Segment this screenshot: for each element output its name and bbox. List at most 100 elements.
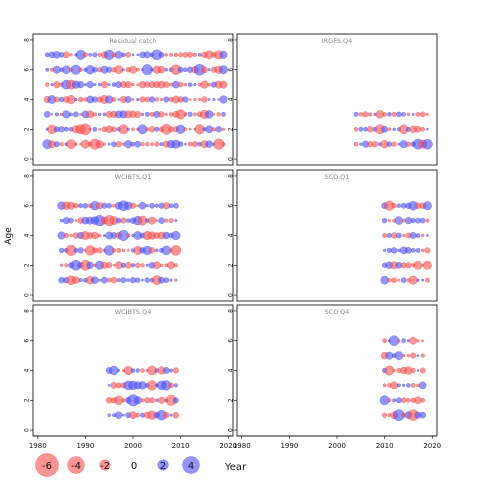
residual-bubble [117,98,121,101]
residual-bubble [72,276,80,284]
y-tick-label: 8 [24,174,31,178]
y-tick-label: 0 [24,157,31,161]
residual-bubble [154,248,159,253]
residual-bubble [425,218,430,223]
residual-bubble [88,127,92,131]
residual-bubble [402,233,406,238]
residual-bubble [421,233,425,238]
residual-bubble [102,112,107,117]
residual-bubble [124,96,132,103]
residual-bubble [122,68,125,72]
residual-bubble [83,83,87,87]
residual-bubble [164,218,169,223]
y-tick-label: 2 [228,127,235,131]
residual-bubble [381,125,389,133]
residual-bubble [359,142,363,146]
residual-bubble [135,262,141,268]
residual-bubble [140,263,145,268]
residual-bubble [205,140,213,148]
residual-bubble [168,203,174,209]
residual-bubble [415,112,421,117]
residual-bubble [396,111,402,118]
residual-bubble [136,97,140,102]
residual-bubble [193,82,197,87]
residual-bubble [140,398,145,403]
residual-bubble [117,369,121,372]
residual-bubble [177,66,184,73]
residual-bubble [422,138,433,150]
residual-bubble [131,127,135,132]
residual-bubble [140,112,145,116]
residual-bubble [148,216,157,225]
residual-bubble [183,82,188,87]
panel: SCO.Q4 0 2 4 6 8 [228,304,438,437]
residual-bubble [125,52,132,58]
residual-bubble [382,112,387,117]
residual-bubble [394,351,404,360]
residual-bubble [211,127,217,132]
residual-bubble [418,381,427,390]
residual-bubble [138,201,147,210]
residual-bubble [391,141,397,147]
residual-bubble [391,111,397,117]
residual-bubble [154,203,159,208]
bubble-layer [57,200,182,286]
residual-bubble [391,203,397,209]
residual-bubble [53,81,61,89]
residual-bubble [97,82,102,87]
residual-bubble [154,97,159,102]
residual-bubble [124,261,132,269]
residual-bubble [107,83,111,87]
residual-bubble [410,218,416,224]
residual-bubble [173,263,178,268]
residual-bubble [131,98,135,101]
residual-bubble [86,110,95,119]
residual-bubble [148,126,156,133]
x-tick-label: 2010 [376,442,394,450]
residual-bubble [425,112,430,116]
legend-bubble [67,456,85,474]
residual-bubble [68,217,74,224]
residual-bubble [173,383,178,388]
residual-bubble [420,248,425,253]
residual-bubble [420,353,425,358]
residual-bubble [401,218,406,223]
residual-bubble [121,398,126,403]
residual-bubble [173,202,179,209]
panel-title: IRGFS.Q4 [322,37,353,45]
residual-bubble [149,202,155,209]
residual-bubble [126,127,130,131]
x-tick-label: 1990 [280,442,298,450]
legend-bubble [99,459,111,471]
residual-bubble [53,96,60,103]
residual-bubble [426,234,429,237]
residual-bubble [124,81,132,89]
residual-bubble [207,68,211,72]
residual-bubble [97,112,102,117]
residual-bubble [368,112,373,117]
residual-bubble [363,126,368,132]
residual-bubble [163,277,170,284]
residual-bubble [423,260,432,270]
residual-bubble [106,262,113,269]
residual-bubble [163,81,170,88]
residual-bubble [405,247,412,254]
residual-bubble [145,141,150,147]
y-tick-label: 6 [228,68,235,72]
residual-bubble [148,247,156,254]
y-tick-label: 4 [228,368,235,372]
residual-bubble [111,248,117,253]
y-tick-label: 8 [24,38,31,42]
residual-bubble [169,413,173,417]
residual-bubble [416,278,420,282]
residual-bubble [69,112,73,117]
residual-bubble [409,336,417,345]
residual-bubble [169,52,174,57]
residual-bubble [145,204,149,208]
residual-bubble [184,142,187,146]
residual-bubble [126,248,130,252]
bubble-layer [105,365,180,421]
residual-bubble [64,263,69,268]
residual-bubble [135,368,140,373]
residual-bubble [135,277,141,283]
